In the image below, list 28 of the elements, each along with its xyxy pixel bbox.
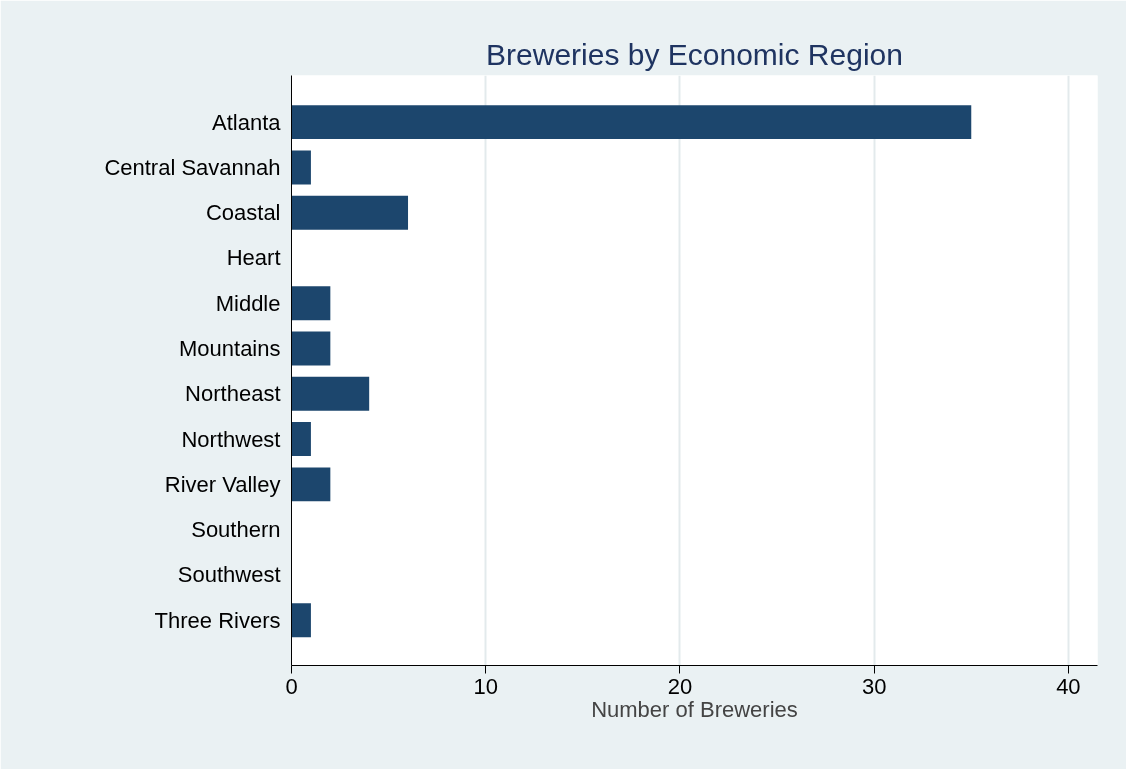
x-tick-label: 0 bbox=[285, 673, 298, 699]
y-tick-label: Northeast bbox=[185, 381, 281, 407]
y-tick-label: Heart bbox=[226, 245, 281, 271]
y-tick-label: Atlanta bbox=[212, 109, 282, 135]
chart-title: Breweries by Economic Region bbox=[486, 37, 903, 71]
y-tick-label: Southwest bbox=[177, 562, 281, 588]
y-tick-label: Middle bbox=[215, 290, 281, 316]
bar bbox=[291, 331, 331, 366]
y-tick-label: Coastal bbox=[205, 200, 281, 226]
y-tick-label: Three Rivers bbox=[154, 607, 281, 633]
bar bbox=[291, 467, 331, 502]
x-tick-label: 40 bbox=[1056, 673, 1081, 699]
bar bbox=[291, 105, 972, 140]
bar bbox=[291, 286, 331, 321]
y-tick-label: River Valley bbox=[164, 471, 281, 497]
bar bbox=[291, 376, 370, 411]
x-tick-label: 30 bbox=[861, 673, 887, 699]
bar bbox=[291, 195, 409, 230]
x-tick-label: 10 bbox=[473, 673, 498, 699]
x-axis-title: Number of Breweries bbox=[591, 696, 798, 722]
x-tick-label: 20 bbox=[667, 673, 693, 699]
y-tick-label: Northwest bbox=[181, 426, 281, 452]
y-tick-label: Southern bbox=[191, 517, 281, 543]
bar bbox=[291, 150, 311, 185]
bar bbox=[291, 603, 311, 638]
bar bbox=[291, 422, 311, 457]
y-tick-label: Mountains bbox=[179, 336, 281, 362]
y-tick-label: Central Savannah bbox=[104, 154, 281, 180]
